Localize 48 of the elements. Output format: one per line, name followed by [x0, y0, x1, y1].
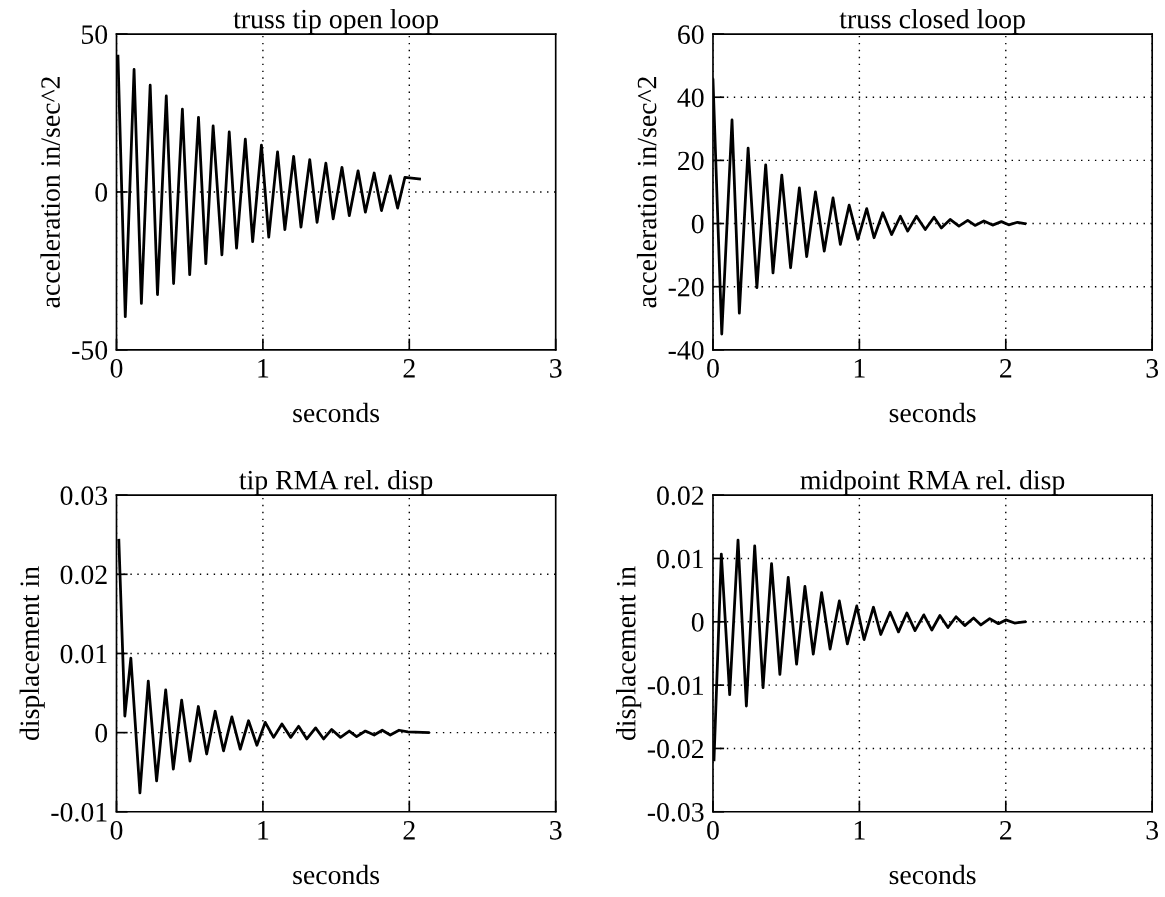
x-tick-label: 1: [854, 359, 865, 378]
y-tick-label: 0.02: [657, 486, 704, 506]
y-tick-label: 50: [82, 25, 108, 44]
chart-title: tip RMA rel. disp: [239, 469, 433, 496]
chart-title: midpoint RMA rel. disp: [800, 469, 1065, 496]
y-tick-label: -50: [72, 341, 108, 360]
x-axis-title: seconds: [293, 864, 380, 885]
x-tick-label: 1: [854, 821, 865, 840]
y-tick-label: -20: [668, 277, 704, 297]
x-tick-label: 3: [550, 821, 562, 840]
y-tick-label: 0: [95, 183, 108, 202]
chart-title: truss tip open loop: [233, 8, 439, 35]
x-axis-title: seconds: [293, 402, 380, 423]
y-tick-label: 0.02: [60, 565, 107, 585]
x-tick-label: 2: [1000, 821, 1012, 840]
y-tick-label: 60: [678, 25, 704, 44]
x-tick-label: 0: [110, 358, 123, 378]
y-tick-label: 0.01: [657, 549, 703, 569]
y-tick-label: 0.01: [60, 644, 107, 664]
x-tick-label: 0: [707, 820, 719, 840]
x-tick-label: 3: [1146, 821, 1159, 840]
x-tick-label: 3: [550, 359, 562, 378]
y-axis-title: displacement in: [19, 566, 45, 741]
x-tick-label: 2: [403, 359, 415, 378]
x-tick-label: 2: [403, 821, 415, 840]
y-tick-label: 20: [678, 151, 704, 171]
y-tick-label: -40: [668, 341, 704, 360]
x-tick-label: 1: [258, 821, 269, 840]
y-tick-label: 40: [677, 88, 704, 108]
y-tick-label: 0: [691, 214, 704, 234]
y-tick-label: 0: [691, 612, 704, 632]
y-tick-label: 0: [95, 723, 108, 743]
y-tick-label: -0.01: [647, 676, 703, 696]
x-tick-label: 0: [110, 820, 123, 840]
chart-title: truss closed loop: [839, 8, 1025, 35]
y-tick-label: -0.02: [647, 739, 704, 759]
x-axis-title: seconds: [889, 402, 976, 423]
x-tick-label: 0: [707, 358, 719, 378]
y-axis-title: displacement in: [616, 566, 642, 741]
y-axis-title: acceleration in/sec^2: [40, 77, 60, 308]
y-tick-label: -0.01: [51, 802, 107, 822]
y-tick-label: 0.03: [60, 486, 108, 506]
x-tick-label: 3: [1146, 359, 1159, 378]
y-axis-title: acceleration in/sec^2: [636, 77, 657, 308]
x-tick-label: 1: [258, 359, 269, 378]
x-axis-title: seconds: [889, 864, 976, 885]
x-tick-label: 2: [1000, 359, 1012, 378]
y-tick-label: -0.03: [647, 802, 704, 822]
